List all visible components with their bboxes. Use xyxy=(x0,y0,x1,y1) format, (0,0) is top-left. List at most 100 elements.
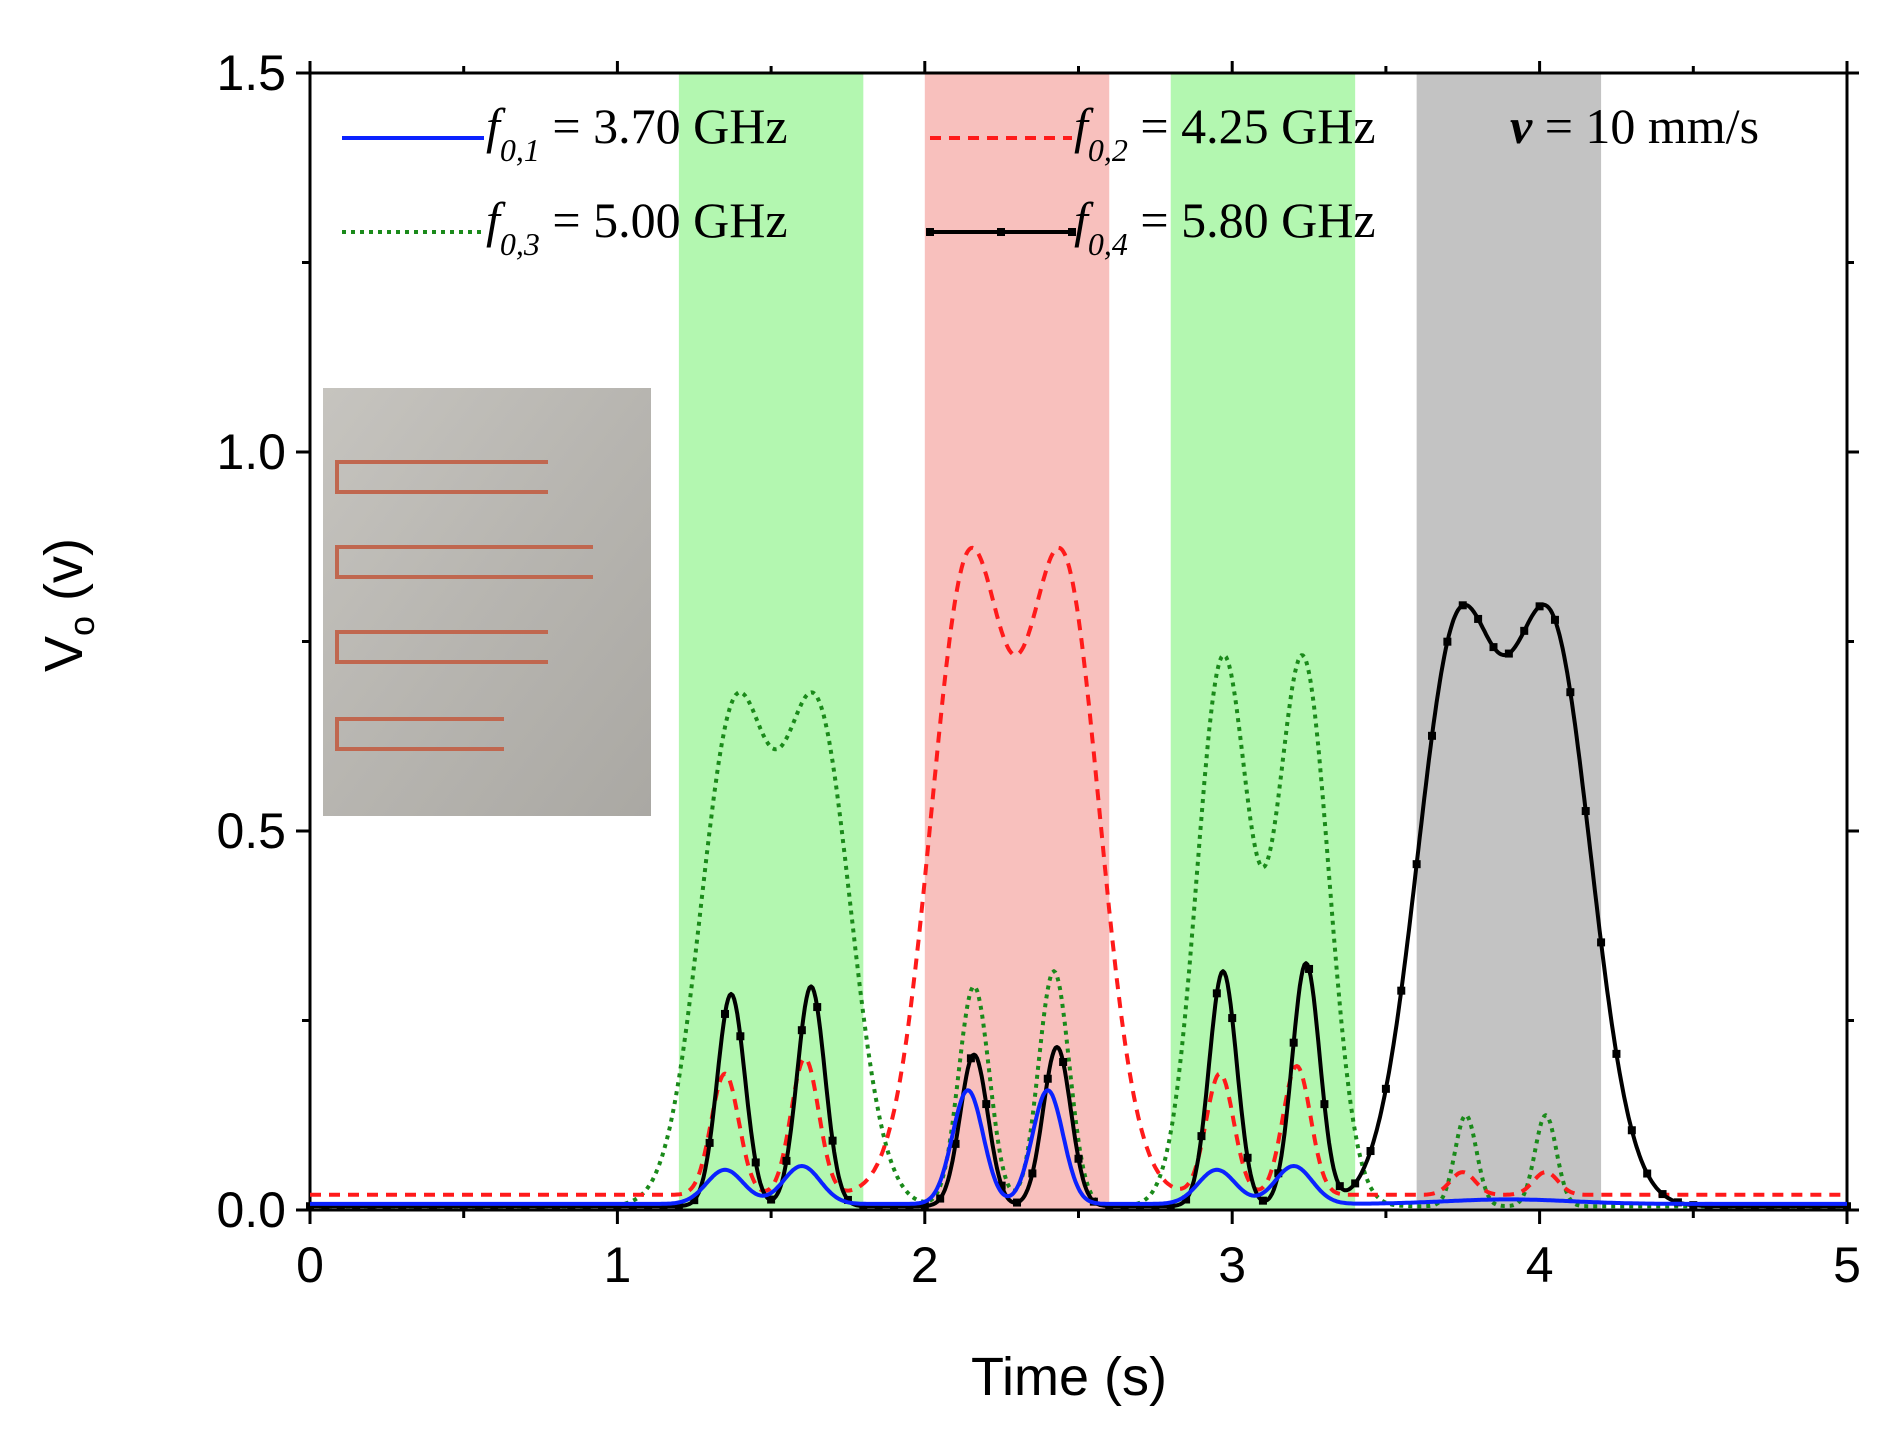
legend-marker xyxy=(926,228,934,236)
data-point xyxy=(1366,1147,1375,1156)
data-point xyxy=(336,1202,345,1211)
data-point xyxy=(1074,1154,1083,1163)
x-tick-label: 1 xyxy=(603,1237,631,1293)
data-point xyxy=(1243,1153,1252,1162)
data-point xyxy=(567,1202,576,1211)
legend-subscript: 0,1 xyxy=(500,132,540,168)
data-point xyxy=(1504,649,1513,658)
data-point xyxy=(1182,1195,1191,1204)
data-point xyxy=(1812,1202,1821,1211)
data-point xyxy=(874,1202,883,1211)
x-tick-label: 0 xyxy=(296,1237,324,1293)
data-point xyxy=(1489,643,1498,652)
data-point xyxy=(628,1202,637,1211)
data-point xyxy=(1289,1038,1298,1047)
y-axis-symbol: V xyxy=(34,636,94,672)
data-point xyxy=(352,1202,361,1211)
shaded-region-3 xyxy=(1170,73,1356,1210)
data-point xyxy=(613,1202,622,1211)
series-line-0-1 xyxy=(309,1088,1848,1206)
data-point xyxy=(321,1202,330,1211)
legend-subscript: 0,3 xyxy=(500,226,540,262)
data-point xyxy=(1351,1179,1360,1188)
legend-label-0-2: f0,2 = 4.25 GHz xyxy=(1074,98,1376,168)
y-tick-label: 0.0 xyxy=(216,1182,286,1238)
data-point xyxy=(782,1156,791,1165)
data-point xyxy=(1612,1049,1621,1058)
data-point xyxy=(444,1202,453,1211)
data-point xyxy=(1443,637,1452,646)
data-point xyxy=(1320,1100,1329,1109)
data-point xyxy=(1581,807,1590,816)
data-point xyxy=(936,1194,945,1203)
data-point xyxy=(920,1201,929,1210)
data-point xyxy=(1458,601,1467,610)
velocity-annotation: v = 10 mm/s xyxy=(1510,98,1759,154)
data-point xyxy=(1013,1198,1022,1207)
data-point xyxy=(1197,1132,1206,1141)
data-point xyxy=(736,1032,745,1041)
data-point xyxy=(859,1202,868,1211)
data-point xyxy=(582,1202,591,1211)
data-point xyxy=(720,1009,729,1018)
data-point xyxy=(1827,1202,1836,1211)
data-point xyxy=(890,1202,899,1211)
data-point xyxy=(598,1202,607,1211)
data-point xyxy=(1397,986,1406,995)
data-point xyxy=(1412,860,1421,869)
data-point xyxy=(1335,1182,1344,1191)
data-point xyxy=(428,1202,437,1211)
data-point xyxy=(1059,1058,1068,1066)
data-point xyxy=(1120,1202,1129,1211)
legend-subscript: 0,4 xyxy=(1088,226,1128,262)
data-point xyxy=(413,1202,422,1211)
y-tick-label: 1.5 xyxy=(216,45,286,101)
data-point xyxy=(1704,1201,1713,1210)
data-point xyxy=(674,1202,683,1211)
data-point xyxy=(1766,1202,1775,1211)
data-point xyxy=(1643,1169,1652,1178)
data-point xyxy=(1166,1202,1175,1211)
x-tick-label: 2 xyxy=(911,1237,939,1293)
data-point xyxy=(1796,1202,1805,1211)
y-tick-label: 1.0 xyxy=(216,424,286,480)
data-point xyxy=(1228,1014,1237,1023)
data-point xyxy=(1843,1202,1851,1211)
data-point xyxy=(505,1202,514,1211)
x-tick-label: 4 xyxy=(1526,1237,1554,1293)
legend-value: = 3.70 GHz xyxy=(540,98,788,154)
data-point xyxy=(1274,1169,1283,1178)
data-point xyxy=(644,1202,653,1211)
legend-value: = 5.80 GHz xyxy=(1128,192,1376,248)
data-point xyxy=(459,1202,468,1211)
sensor-photo-icon xyxy=(323,388,651,816)
data-point xyxy=(1658,1190,1667,1199)
velocity-value: = 10 mm/s xyxy=(1532,98,1759,154)
data-point xyxy=(521,1202,530,1211)
data-point xyxy=(767,1195,776,1204)
data-point xyxy=(843,1195,852,1204)
data-point xyxy=(659,1202,668,1211)
legend-label-0-3: f0,3 = 5.00 GHz xyxy=(486,192,788,262)
data-point xyxy=(398,1202,407,1211)
data-point xyxy=(1735,1202,1744,1211)
y-axis-subscript: o xyxy=(61,616,102,636)
axis-ticks: 0 1 2 3 4 5 0.0 0.5 1.0 1.5 xyxy=(216,45,1860,1293)
data-point xyxy=(966,1054,975,1063)
data-point xyxy=(1212,989,1221,998)
data-point xyxy=(1135,1202,1144,1211)
data-point xyxy=(982,1100,991,1109)
x-tick-label: 5 xyxy=(1833,1237,1861,1293)
legend-marker xyxy=(997,228,1005,236)
x-axis-title: Time (s) xyxy=(971,1347,1167,1407)
data-point xyxy=(690,1196,699,1205)
y-axis-unit: (v) xyxy=(34,538,94,616)
data-point xyxy=(490,1202,499,1211)
data-point xyxy=(1028,1169,1037,1178)
legend-value: = 5.00 GHz xyxy=(540,192,788,248)
data-point xyxy=(536,1202,545,1211)
shaded-region-2 xyxy=(924,73,1110,1210)
x-tick-label: 3 xyxy=(1218,1237,1246,1293)
data-point xyxy=(1597,938,1606,947)
